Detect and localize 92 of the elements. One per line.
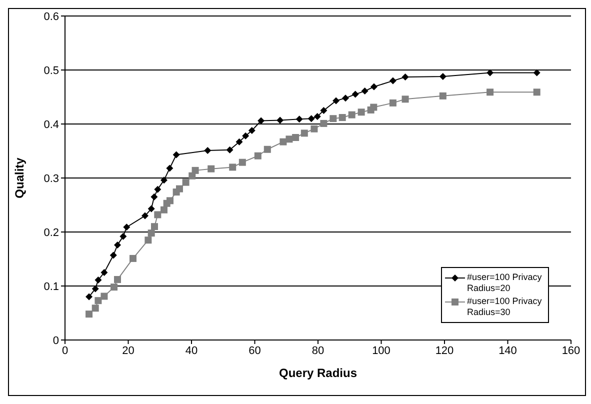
x-tick-label: 0 bbox=[62, 344, 68, 357]
y-axis-title: Quality bbox=[12, 157, 26, 198]
point bbox=[296, 116, 303, 123]
point bbox=[86, 310, 93, 318]
x-tick-label: 80 bbox=[312, 344, 324, 357]
point bbox=[439, 92, 446, 100]
point bbox=[154, 211, 162, 218]
point bbox=[110, 252, 117, 259]
point bbox=[248, 126, 256, 134]
point bbox=[264, 146, 271, 153]
point bbox=[92, 285, 99, 292]
x-tick-label: 100 bbox=[372, 344, 390, 357]
point bbox=[342, 94, 350, 102]
point bbox=[358, 108, 365, 116]
point bbox=[389, 99, 396, 106]
point bbox=[308, 115, 315, 122]
y-tick-label: 0.5 bbox=[44, 64, 59, 77]
point bbox=[226, 146, 234, 154]
point bbox=[439, 72, 446, 80]
point bbox=[123, 224, 130, 231]
point bbox=[100, 269, 108, 276]
point bbox=[100, 292, 108, 300]
point bbox=[533, 69, 540, 76]
point bbox=[110, 284, 118, 291]
point bbox=[150, 193, 158, 200]
legend-label: #user=100 Privacy Radius=30 bbox=[467, 296, 543, 318]
point bbox=[402, 96, 409, 103]
point bbox=[166, 197, 174, 204]
x-tick-label: 140 bbox=[498, 344, 517, 357]
point bbox=[94, 297, 102, 304]
point bbox=[332, 97, 340, 104]
point bbox=[320, 107, 328, 114]
y-tick-label: 0.1 bbox=[44, 280, 59, 293]
point bbox=[148, 205, 155, 212]
point bbox=[182, 178, 190, 186]
point bbox=[114, 241, 121, 248]
point bbox=[208, 165, 215, 172]
point bbox=[204, 146, 212, 154]
point bbox=[160, 206, 168, 214]
point bbox=[172, 151, 180, 158]
point bbox=[361, 88, 368, 95]
point bbox=[330, 115, 337, 122]
y-tick-label: 0.3 bbox=[44, 172, 59, 185]
point bbox=[254, 152, 262, 160]
point bbox=[148, 230, 155, 237]
x-tick-label: 160 bbox=[562, 344, 580, 357]
point bbox=[192, 166, 199, 174]
point bbox=[166, 164, 174, 172]
point bbox=[151, 223, 158, 230]
point bbox=[142, 212, 149, 220]
y-tick-label: 0.4 bbox=[44, 118, 59, 131]
y-tick-label: 0.2 bbox=[44, 226, 59, 239]
point bbox=[276, 116, 284, 124]
point bbox=[370, 83, 378, 90]
x-tick-label: 40 bbox=[185, 344, 198, 357]
point bbox=[86, 293, 93, 300]
point bbox=[338, 114, 346, 122]
point bbox=[486, 69, 494, 76]
point bbox=[320, 120, 328, 127]
point bbox=[310, 125, 318, 132]
point bbox=[300, 130, 308, 137]
point bbox=[238, 158, 246, 166]
point bbox=[176, 185, 183, 192]
x-axis-title: Query Radius bbox=[278, 366, 358, 380]
point bbox=[236, 138, 243, 146]
point bbox=[94, 276, 102, 284]
legend-label: #user=100 Privacy Radius=20 bbox=[467, 272, 543, 294]
point bbox=[258, 117, 265, 124]
point bbox=[92, 304, 99, 312]
point bbox=[280, 138, 287, 146]
x-tick-label: 20 bbox=[122, 344, 134, 357]
point bbox=[348, 111, 356, 118]
point bbox=[389, 77, 396, 84]
point bbox=[154, 186, 162, 193]
point bbox=[292, 134, 300, 141]
point bbox=[242, 132, 250, 140]
point bbox=[314, 112, 321, 120]
point bbox=[370, 104, 378, 111]
point bbox=[129, 254, 136, 262]
y-tick-label: 0 bbox=[52, 334, 59, 347]
x-tick-label: 60 bbox=[248, 344, 261, 357]
point bbox=[486, 88, 494, 96]
point bbox=[120, 232, 127, 240]
point bbox=[114, 276, 121, 284]
point bbox=[352, 90, 359, 98]
x-tick-label: 120 bbox=[435, 344, 454, 357]
point bbox=[229, 164, 236, 171]
point bbox=[533, 88, 540, 96]
y-tick-label: 0.6 bbox=[44, 10, 59, 23]
point bbox=[144, 236, 152, 244]
point bbox=[160, 176, 168, 184]
point bbox=[402, 74, 409, 81]
